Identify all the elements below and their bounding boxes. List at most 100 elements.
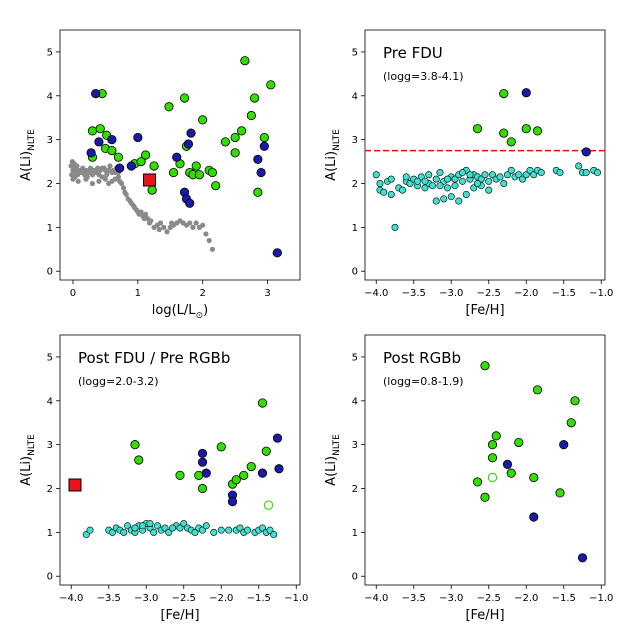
point-green [514,437,524,448]
data-layer [472,361,588,563]
point-green [130,440,140,450]
point-green [230,148,240,158]
point-blue [185,198,195,208]
x-tick-label: −1.0 [284,593,308,604]
point-green [198,115,208,125]
point-cyan [462,190,470,198]
point-green [521,124,531,134]
y-tick-label: 5 [352,47,358,58]
x-tick-label: 0 [70,288,76,299]
x-tick-label: −4.0 [59,593,83,604]
point-cyan [82,531,90,539]
point-cyan [447,193,455,201]
point-green [240,56,250,66]
point-cyan [199,526,207,534]
point-blue [197,457,208,467]
point-grey_background [109,178,115,184]
point-green [532,385,543,395]
point-grey_background [161,224,167,230]
point-cyan [458,177,466,185]
point-green [95,124,105,134]
point-blue [227,497,238,507]
point-green [87,126,98,136]
y-tick-label: 0 [47,572,53,583]
point-cyan [225,526,233,534]
point-cyan [436,182,444,190]
point-cyan [161,524,169,532]
panel-title: Post RGBb [383,349,461,367]
point-grey_background [200,222,206,228]
point-cyan [380,188,388,196]
point-green_open [487,472,498,483]
point-cyan [150,528,158,536]
point-cyan [428,182,436,190]
x-axis-label: log(L/L⊙) [152,303,208,321]
point-blue [126,161,136,171]
y-tick-label: 1 [47,528,53,539]
point-cyan [258,524,266,532]
point-grey_background [187,220,193,226]
point-blue [172,152,182,162]
point-green [197,483,208,494]
y-tick-label: 0 [352,572,358,583]
point-grey_background [99,165,105,171]
point-cyan [202,522,210,530]
point-cyan [176,524,184,532]
point-cyan [210,528,218,536]
point-cyan [432,175,440,183]
point-cyan [154,522,162,530]
point-cyan [391,223,399,231]
point-cyan [421,177,429,185]
point-green [491,431,501,441]
point-blue [94,137,104,147]
panel-subtitle: (logg=0.8-1.9) [383,375,464,388]
point-green [532,126,543,136]
x-tick-label: −2.5 [477,593,501,604]
point-cyan [432,197,440,205]
x-tick-label: −1.5 [552,593,576,604]
point-green [216,442,226,452]
point-blue [133,132,143,143]
point-grey_background [96,178,102,184]
x-tick-label: −1.0 [589,288,613,299]
point-cyan [86,526,94,534]
point-grey_background [120,185,127,191]
point-cyan [455,197,463,205]
point-blue [502,459,513,469]
point-green [246,461,256,472]
point-grey_background [157,220,164,226]
point-cyan [440,195,448,203]
point-cyan [436,169,444,177]
point-cyan [398,186,406,194]
point-cyan [372,171,380,179]
point-blue [559,440,569,450]
x-tick-label: −4.0 [364,593,388,604]
point-cyan [417,173,425,181]
y-axis-label: A(Li)NLTE [324,434,342,486]
y-tick-label: 3 [47,135,53,146]
point-green [487,453,498,463]
panel-subtitle: (logg=2.0-3.2) [78,375,159,388]
point-green [480,361,490,371]
x-tick-label: −3.0 [439,288,463,299]
point-cyan [582,169,590,177]
x-tick-label: −4.0 [364,288,388,299]
point-green [230,132,240,143]
point-cyan [500,180,508,188]
y-tick-label: 1 [47,223,53,234]
point-blue [577,553,588,563]
point-green [164,102,174,112]
x-tick-label: 3 [264,288,270,299]
point-cyan [503,171,511,179]
point-red_square [143,173,157,187]
y-axis-label: A(Li)NLTE [19,434,37,486]
y-tick-label: 0 [352,267,358,278]
point-grey_background [115,174,121,180]
point-cyan [451,182,459,190]
x-tick-label: −3.0 [134,593,158,604]
point-cyan [496,173,504,181]
point-cyan [443,175,451,183]
point-cyan [109,528,117,536]
point-green [499,128,509,138]
